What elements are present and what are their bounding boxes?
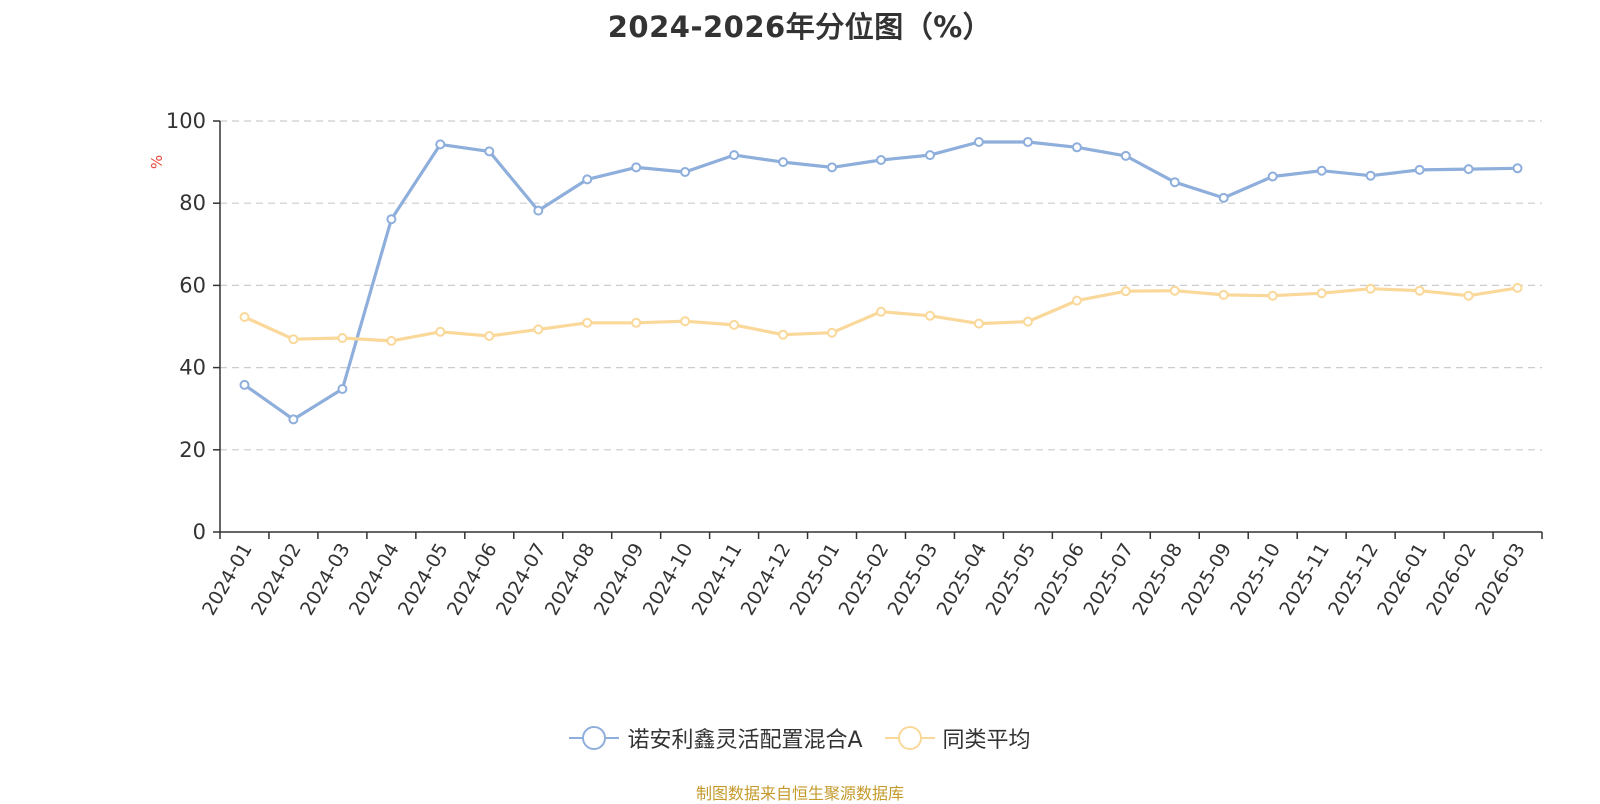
data-point-1-2025-08 xyxy=(1169,285,1180,296)
data-point-0-2024-08 xyxy=(582,174,593,185)
series-lines xyxy=(239,137,1523,425)
data-point-1-2026-01 xyxy=(1414,285,1425,296)
y-tick-label-40: 40 xyxy=(179,356,206,380)
y-tick-label-80: 80 xyxy=(179,191,206,215)
data-point-1-2024-07 xyxy=(533,324,544,335)
series-line-0 xyxy=(243,140,1518,421)
data-point-1-2025-04 xyxy=(973,318,984,329)
y-tick-label-100: 100 xyxy=(166,109,206,133)
data-point-1-2025-09 xyxy=(1218,289,1229,300)
data-point-0-2024-06 xyxy=(484,146,495,157)
data-point-0-2025-09 xyxy=(1218,192,1229,203)
data-point-1-2025-03 xyxy=(925,310,935,321)
data-point-1-2024-08 xyxy=(582,317,593,328)
data-point-0-2026-02 xyxy=(1463,164,1474,175)
data-point-0-2024-02 xyxy=(288,414,299,425)
data-point-0-2024-04 xyxy=(386,214,397,225)
data-point-1-2024-11 xyxy=(729,319,740,330)
data-point-0-2024-03 xyxy=(337,384,348,394)
data-point-1-2024-04 xyxy=(386,335,397,346)
data-point-1-2025-05 xyxy=(1022,316,1033,327)
data-point-0-2024-11 xyxy=(729,150,740,161)
data-point-0-2025-12 xyxy=(1365,170,1376,181)
data-point-1-2024-05 xyxy=(435,326,446,337)
data-point-1-2024-09 xyxy=(631,317,642,328)
data-point-1-2024-03 xyxy=(337,333,348,343)
data-point-1-2025-06 xyxy=(1071,295,1082,306)
source-note: 制图数据来自恒生聚源数据库 xyxy=(695,784,904,803)
y-tick-label-60: 60 xyxy=(179,273,206,297)
data-point-0-2025-11 xyxy=(1316,165,1327,176)
data-point-0-2026-01 xyxy=(1414,164,1425,175)
data-point-1-2025-07 xyxy=(1120,286,1131,297)
y-tick-label-0: 0 xyxy=(193,520,206,544)
legend-label-peer-average: 同类平均 xyxy=(942,728,1031,753)
data-point-1-2025-02 xyxy=(876,306,886,317)
data-point-0-2025-01 xyxy=(827,162,837,173)
data-point-0-2024-07 xyxy=(533,205,544,216)
data-point-0-2024-05 xyxy=(435,139,446,150)
data-point-0-2025-02 xyxy=(876,155,886,165)
data-point-0-2025-03 xyxy=(925,150,935,161)
data-point-0-2025-05 xyxy=(1022,137,1033,147)
data-point-0-2024-10 xyxy=(680,167,691,177)
legend-marker-fund xyxy=(569,725,620,751)
legend-marker-peer-average xyxy=(884,725,935,751)
y-axis-label: % xyxy=(148,155,166,169)
y-tick-label-20: 20 xyxy=(179,438,206,462)
data-point-0-2024-01 xyxy=(239,379,250,390)
legend-item-fund[interactable]: 诺安利鑫灵活配置混合A xyxy=(569,722,863,754)
data-point-1-2026-02 xyxy=(1463,290,1474,301)
data-point-0-2025-06 xyxy=(1071,142,1082,153)
data-point-0-2024-12 xyxy=(778,157,789,168)
data-point-1-2024-02 xyxy=(288,334,299,345)
data-point-1-2025-01 xyxy=(827,327,837,338)
data-point-1-2025-12 xyxy=(1365,283,1376,294)
data-point-1-2024-01 xyxy=(239,312,250,322)
legend-item-peer-average[interactable]: 同类平均 xyxy=(884,722,1031,754)
data-point-0-2025-07 xyxy=(1120,150,1131,161)
data-point-1-2025-10 xyxy=(1267,290,1278,301)
data-point-1-2024-10 xyxy=(680,316,691,327)
data-point-1-2026-03 xyxy=(1512,282,1523,293)
data-point-0-2025-08 xyxy=(1169,177,1180,188)
data-point-0-2026-03 xyxy=(1512,163,1523,174)
legend-label-fund: 诺安利鑫灵活配置混合A xyxy=(627,728,863,753)
chart-title: 2024-2026年分位图（%） xyxy=(607,10,993,44)
axes: 020406080100%2024-012024-022024-032024-0… xyxy=(148,109,1543,619)
data-point-0-2025-10 xyxy=(1267,171,1278,182)
data-point-1-2024-12 xyxy=(778,329,789,340)
data-point-0-2024-09 xyxy=(631,162,642,173)
gridlines xyxy=(220,120,1542,451)
data-point-1-2025-11 xyxy=(1316,288,1327,299)
legend: 诺安利鑫灵活配置混合A 同类平均 xyxy=(0,722,1600,754)
data-point-1-2024-06 xyxy=(484,331,495,341)
data-point-0-2025-04 xyxy=(973,137,984,147)
